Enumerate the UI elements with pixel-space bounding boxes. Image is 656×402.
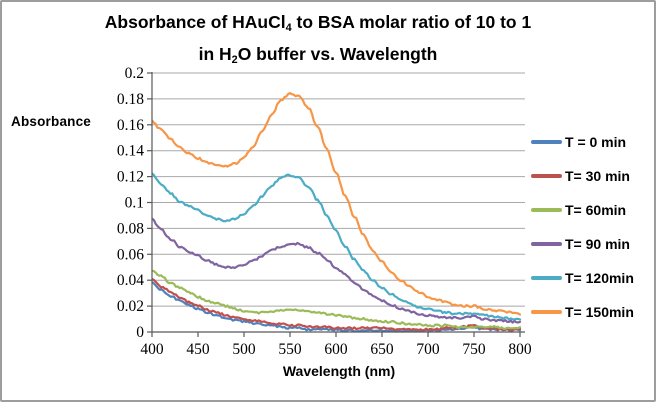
legend-label: T= 60min: [565, 202, 627, 218]
legend-label: T= 120min: [565, 270, 634, 286]
y-tick-label: 0.1: [125, 195, 144, 212]
title-text: to BSA molar ratio of 10 to 1: [291, 12, 532, 32]
series-line-t-30-min: [152, 277, 522, 332]
legend-item: T= 60min: [531, 193, 634, 227]
legend-line-swatch: [531, 139, 562, 145]
legend-line-swatch: [531, 173, 562, 179]
legend-item: T= 90 min: [531, 227, 634, 261]
title-text: Absorbance of HAuCl: [104, 12, 286, 32]
series-line-t-60min: [152, 269, 522, 330]
legend-line-swatch: [531, 207, 562, 213]
y-tick-label: 0.14: [117, 143, 144, 160]
y-tick-label: 0.16: [117, 117, 144, 134]
legend-item: T = 0 min: [531, 125, 634, 159]
legend-line-swatch: [531, 275, 562, 281]
y-tick-label: 0: [136, 324, 144, 341]
y-tick-label: 0.02: [117, 298, 144, 315]
legend-item: T= 30 min: [531, 159, 634, 193]
x-axis-title: Wavelength (nm): [282, 363, 396, 379]
chart-title-line-1: Absorbance of HAuCl4 to BSA molar ratio …: [72, 9, 564, 41]
y-tick-label: 0.06: [117, 246, 144, 263]
series-line-t-90-min: [152, 217, 522, 324]
title-text: O buffer vs. Wavelength: [237, 44, 438, 65]
title-text: in H: [198, 44, 232, 65]
legend-item: T= 120min: [531, 261, 634, 295]
legend: T = 0 min T= 30 min T= 60min T= 90 min T= 12…: [531, 125, 634, 329]
legend-label: T= 90 min: [565, 236, 630, 252]
y-tick-label: 0.08: [117, 220, 144, 237]
title-subscript: 2: [231, 54, 238, 67]
x-tick-label: 600: [324, 341, 348, 358]
series-line-t-150min: [152, 92, 522, 316]
x-tick-label: 750: [462, 341, 486, 358]
legend-label: T = 0 min: [565, 134, 627, 150]
y-tick-label: 0.12: [117, 169, 144, 186]
legend-line-swatch: [531, 241, 562, 247]
x-tick-label: 500: [232, 341, 256, 358]
legend-label: T= 30 min: [565, 168, 630, 184]
legend-item: T= 150min: [531, 295, 634, 329]
x-tick-label: 450: [186, 341, 210, 358]
chart-title-line-2: in H2O buffer vs. Wavelength: [72, 41, 564, 73]
y-tick-label: 0.2: [125, 65, 144, 82]
legend-line-swatch: [531, 309, 562, 315]
y-axis-title: Absorbance: [11, 114, 92, 129]
y-tick-label: 0.18: [117, 91, 144, 108]
x-tick-label: 700: [416, 341, 440, 358]
series-line-t-120min: [152, 172, 522, 321]
legend-label: T= 150min: [565, 304, 634, 320]
x-tick-label: 650: [370, 341, 394, 358]
y-tick-label: 0.04: [117, 272, 144, 289]
x-tick-label: 400: [140, 341, 164, 358]
title-subscript: 4: [285, 22, 292, 35]
chart-title: Absorbance of HAuCl4 to BSA molar ratio …: [72, 9, 564, 73]
x-tick-label: 800: [508, 341, 532, 358]
x-tick-label: 550: [278, 341, 302, 358]
